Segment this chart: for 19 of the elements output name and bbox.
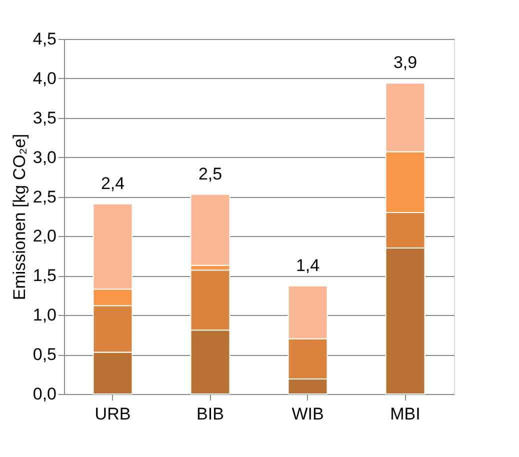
x-tick-label: URB — [94, 404, 131, 424]
y-tick-label: 3,0 — [32, 148, 56, 167]
y-tick-label: 0,5 — [32, 345, 56, 364]
x-tick-label: WIB — [292, 404, 324, 424]
total-label: 2,4 — [100, 174, 125, 193]
total-label: 2,5 — [198, 164, 222, 184]
y-tick-label: 3,5 — [32, 108, 56, 128]
x-tick-label: MBI — [390, 404, 420, 424]
y-axis-title: Emissionen [kg CO₂e] — [10, 134, 29, 300]
total-label: 1,4 — [296, 256, 320, 275]
y-tick-label: 4,5 — [32, 30, 56, 48]
y-tick-label: 1,5 — [32, 266, 56, 286]
y-tick-label: 2,0 — [32, 226, 56, 246]
x-tick-label: BIB — [196, 404, 224, 424]
y-tick-label: 4,0 — [32, 68, 56, 88]
total-label: 3,9 — [393, 53, 418, 72]
y-tick-label: 1,0 — [32, 306, 56, 325]
y-tick-label: 0,0 — [32, 384, 56, 404]
y-tick-label: 2,5 — [32, 187, 56, 206]
